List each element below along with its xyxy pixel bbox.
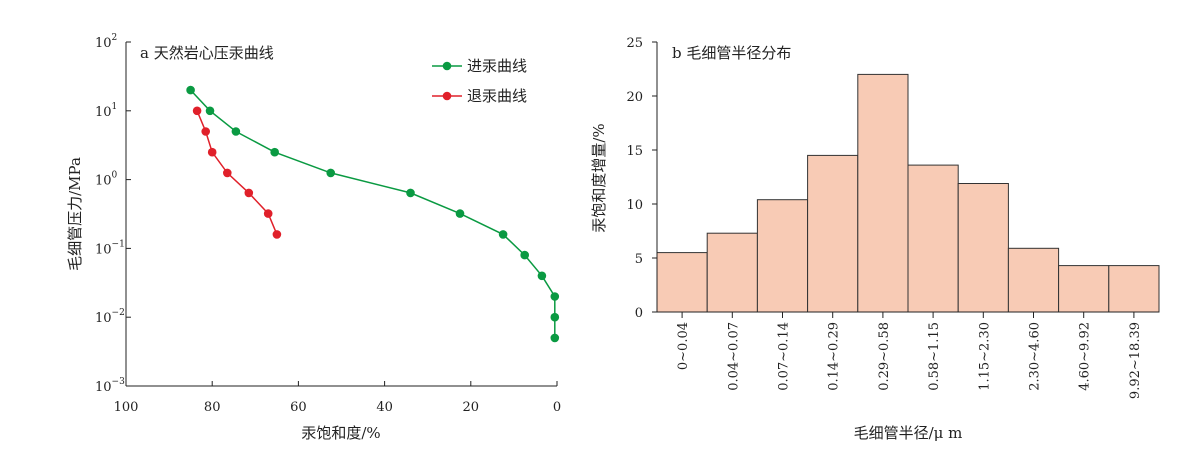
a-data-point-intrusion [550,333,560,343]
b-x-tick-label: 4.60~9.92 [1078,322,1093,391]
b-bar [957,183,1009,313]
b-bar [1058,265,1110,313]
a-x-tick-label: 100 [114,400,139,415]
b-x-tick-label: 0.14~0.29 [827,322,842,391]
radius-distribution-chart: 0 5 10 15 20 25 0~0.04 0.04~0.07 0.07~0.14 0.14~… [590,36,1160,442]
a-data-point-intrusion [550,292,560,301]
a-y-tick-label: 10−1 [95,239,125,257]
b-x-tick-label: 0.58~1.15 [927,322,942,391]
b-y-tick-label: 0 [635,306,643,321]
a-legend: 进汞曲线 退汞曲线 [432,57,527,105]
b-bar [1108,265,1160,313]
b-x-tick-label: 0.07~0.14 [777,322,792,391]
a-series-layer [186,85,560,343]
b-x-axis-title: 毛细管半径/μ m [854,424,963,442]
a-x-axis-title: 汞饱和度/% [301,424,380,442]
b-bar [656,252,708,313]
b-x-tick-label: 0~0.04 [676,322,691,370]
a-data-point-intrusion [537,271,547,281]
b-bar [907,164,959,313]
b-y-tick-label: 20 [626,90,643,105]
a-chart-title: a 天然岩心压汞曲线 [140,44,274,62]
b-axis-ticks [652,41,1135,318]
a-x-tick-label: 40 [376,400,393,415]
a-x-tick-label: 80 [204,400,221,415]
b-y-tick-label: 10 [626,198,643,213]
b-y-tick-label: 15 [626,144,643,159]
b-chart-title: b 毛细管半径分布 [672,44,791,62]
b-x-tick-label: 0.04~0.07 [726,322,741,391]
a-data-point-intrusion [326,168,336,178]
b-bar [756,199,809,313]
b-bar [1007,247,1060,313]
a-x-tick-label: 20 [463,400,480,415]
b-bar [807,154,859,313]
a-x-tick-labels: 100 80 60 40 20 0 [114,400,562,415]
a-data-point-withdrawal [201,127,210,136]
a-data-point-intrusion [455,209,465,218]
b-x-tick-label: 9.92~18.39 [1128,322,1143,399]
b-x-tick-label: 1.15~2.30 [977,322,992,391]
b-bar [857,73,909,313]
b-x-tick-labels: 0~0.04 0.04~0.07 0.07~0.14 0.14~0.29 0.29~0.… [676,322,1143,399]
a-y-tick-label: 10−3 [95,377,125,395]
a-y-axis-title: 毛细管压力/MPa [66,157,84,271]
a-data-point-intrusion [550,312,560,322]
a-y-tick-label: 102 [95,33,117,51]
a-data-point-intrusion [270,147,280,157]
b-bar [706,232,758,313]
a-data-point-intrusion [205,106,215,116]
b-x-tick-label: 2.30~4.60 [1028,322,1043,391]
a-data-point-intrusion [520,250,529,260]
legend-label-withdrawal: 退汞曲线 [467,87,527,105]
a-y-tick-label: 100 [95,171,118,189]
a-data-point-withdrawal [263,209,273,218]
a-x-tick-label: 60 [290,400,307,415]
legend-marker-intrusion [442,61,452,71]
a-y-tick-label: 10−2 [95,308,125,326]
b-y-axis-title: 汞饱和度增量/% [590,123,608,232]
legend-marker-withdrawal [442,91,452,101]
b-y-tick-label: 5 [635,252,643,267]
a-data-point-intrusion [231,127,241,136]
b-y-tick-labels: 0 5 10 15 20 25 [626,36,643,321]
a-y-tick-label: 101 [95,102,117,120]
legend-label-intrusion: 进汞曲线 [467,57,527,75]
b-bars-layer [656,73,1160,313]
a-data-point-withdrawal [272,230,282,239]
a-data-point-withdrawal [207,147,217,157]
b-x-tick-label: 0.29~0.58 [877,322,892,391]
a-data-point-intrusion [498,230,508,239]
a-data-point-intrusion [186,85,195,95]
a-data-point-withdrawal [192,106,202,116]
a-x-tick-label: 0 [553,400,561,415]
capillary-pressure-chart: 100 80 60 40 20 0 102 101 100 10−1 10−2 10−3 a 天然岩… [66,33,561,442]
a-series-line-intrusion [190,89,556,338]
a-data-point-withdrawal [223,168,232,178]
a-data-point-withdrawal [244,188,254,198]
a-data-point-intrusion [406,188,415,198]
a-y-tick-labels: 102 101 100 10−1 10−2 10−3 [95,33,125,395]
b-y-tick-label: 25 [626,36,643,51]
